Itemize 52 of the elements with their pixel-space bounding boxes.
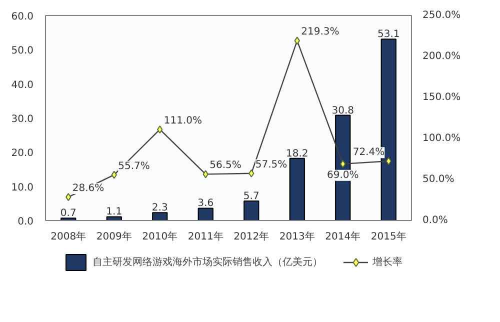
data-label: 56.5% — [210, 160, 242, 172]
y-tick-label: 20.0 — [11, 148, 34, 160]
y-tick-label: 50.0 — [11, 46, 34, 57]
data-label: 30.8 — [332, 105, 354, 116]
data-label: 0.7 — [60, 208, 76, 220]
point — [248, 169, 254, 178]
y2-tick-label: 150.0% — [422, 92, 461, 103]
bar — [106, 216, 122, 220]
point — [340, 160, 346, 168]
bar — [244, 200, 260, 220]
bar — [198, 208, 214, 220]
data-label: 1.1 — [106, 206, 122, 218]
bar — [152, 212, 168, 220]
y-tick-label: 30.0 — [11, 114, 34, 125]
y-tick-label: 0.0 — [18, 216, 34, 228]
x-tick-label: 2008年 — [50, 230, 86, 242]
point — [202, 170, 208, 178]
x-tick-label: 2010年 — [142, 230, 178, 242]
x-tick-label: 2011年 — [188, 230, 224, 242]
y2-tick-label: 100.0% — [422, 133, 461, 144]
y2-tick-label: 0.0% — [422, 215, 448, 226]
y-tick-label: 10.0 — [11, 182, 34, 194]
data-label: 55.7% — [118, 160, 150, 172]
x-tick-label: 2013年 — [279, 230, 315, 242]
data-label: 18.2 — [286, 148, 308, 160]
data-label: 3.6 — [198, 198, 214, 210]
data-label: 28.6% — [72, 183, 104, 194]
y-tick-label: 40.0 — [11, 80, 34, 91]
x-tick-label: 2014年 — [325, 230, 361, 242]
data-label: 53.1 — [377, 29, 400, 40]
point — [111, 170, 117, 179]
x-tick-label: 2009年 — [96, 230, 132, 242]
point — [386, 157, 392, 166]
legend-label: 自主研发网络游戏海外市场实际销售收入（亿美元） — [92, 256, 322, 269]
y2-tick-label: 200.0% — [422, 51, 461, 62]
x-tick-label: 2012年 — [234, 230, 270, 242]
data-label: 57.5% — [255, 159, 288, 170]
point — [294, 36, 300, 45]
y2-tick-label: 50.0% — [422, 174, 454, 185]
data-label: 72.4% — [352, 147, 385, 158]
y-tick-label: 60.0 — [11, 12, 34, 22]
data-label: 219.3% — [301, 26, 340, 38]
data-label: 111.0% — [164, 115, 202, 126]
y2-tick-label: 250.0% — [422, 10, 461, 21]
data-label: 2.3 — [152, 202, 168, 214]
data-label: 69.0% — [326, 170, 359, 181]
point — [157, 125, 163, 134]
bar — [289, 158, 305, 220]
legend-label: 增长率 — [372, 256, 402, 269]
data-label: 5.7 — [243, 191, 260, 202]
x-tick-label: 2015年 — [370, 230, 406, 242]
point — [66, 193, 72, 202]
